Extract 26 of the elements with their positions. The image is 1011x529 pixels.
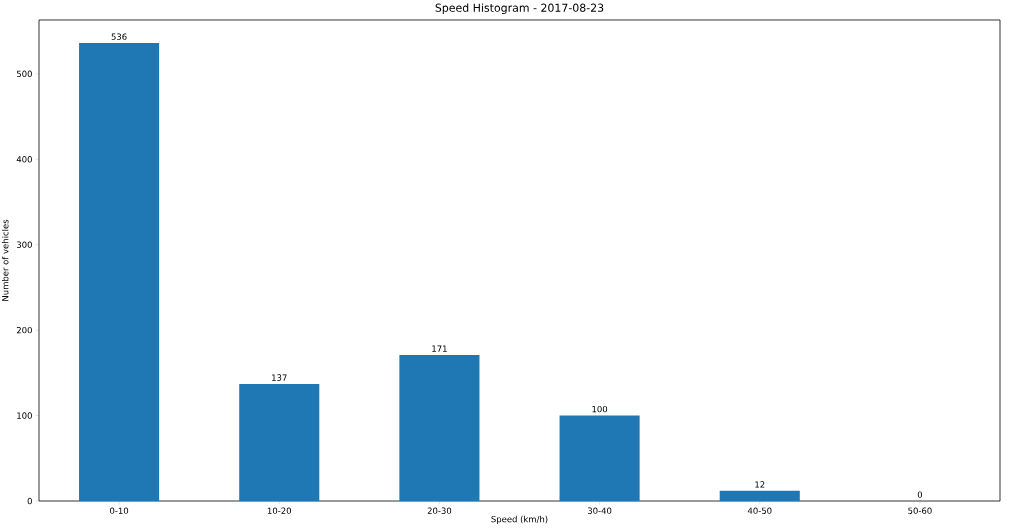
y-tick-label: 0 [27,497,32,505]
x-tick-label: 0-10 [110,507,129,514]
y-axis-title: Number of vehicles [1,219,9,301]
data-label: 12 [755,481,765,488]
data-label: 100 [592,405,608,413]
x-axis-title: Speed (km/h) [491,515,548,524]
y-tick-label: 500 [16,70,32,78]
x-tick-label: 30-40 [587,507,612,514]
y-tick-label: 400 [16,156,32,163]
chart-title: Speed Histogram - 2017-08-23 [435,3,604,14]
x-tick-label: 20-30 [427,507,452,514]
x-tick-label: 50-60 [908,507,932,514]
y-tick-label: 200 [16,326,32,334]
x-tick-label: 40-50 [747,507,772,514]
data-label: 137 [272,374,287,381]
bar [399,354,480,501]
y-tick-label: 100 [17,412,32,419]
data-label: 536 [111,33,127,40]
y-tick-label: 300 [16,241,32,248]
bar [239,383,320,501]
bar [559,415,640,501]
x-tick-label: 10-20 [267,507,291,514]
data-label: 0 [917,491,923,498]
bar [79,43,160,501]
bar [719,490,800,501]
data-label: 171 [432,345,447,352]
